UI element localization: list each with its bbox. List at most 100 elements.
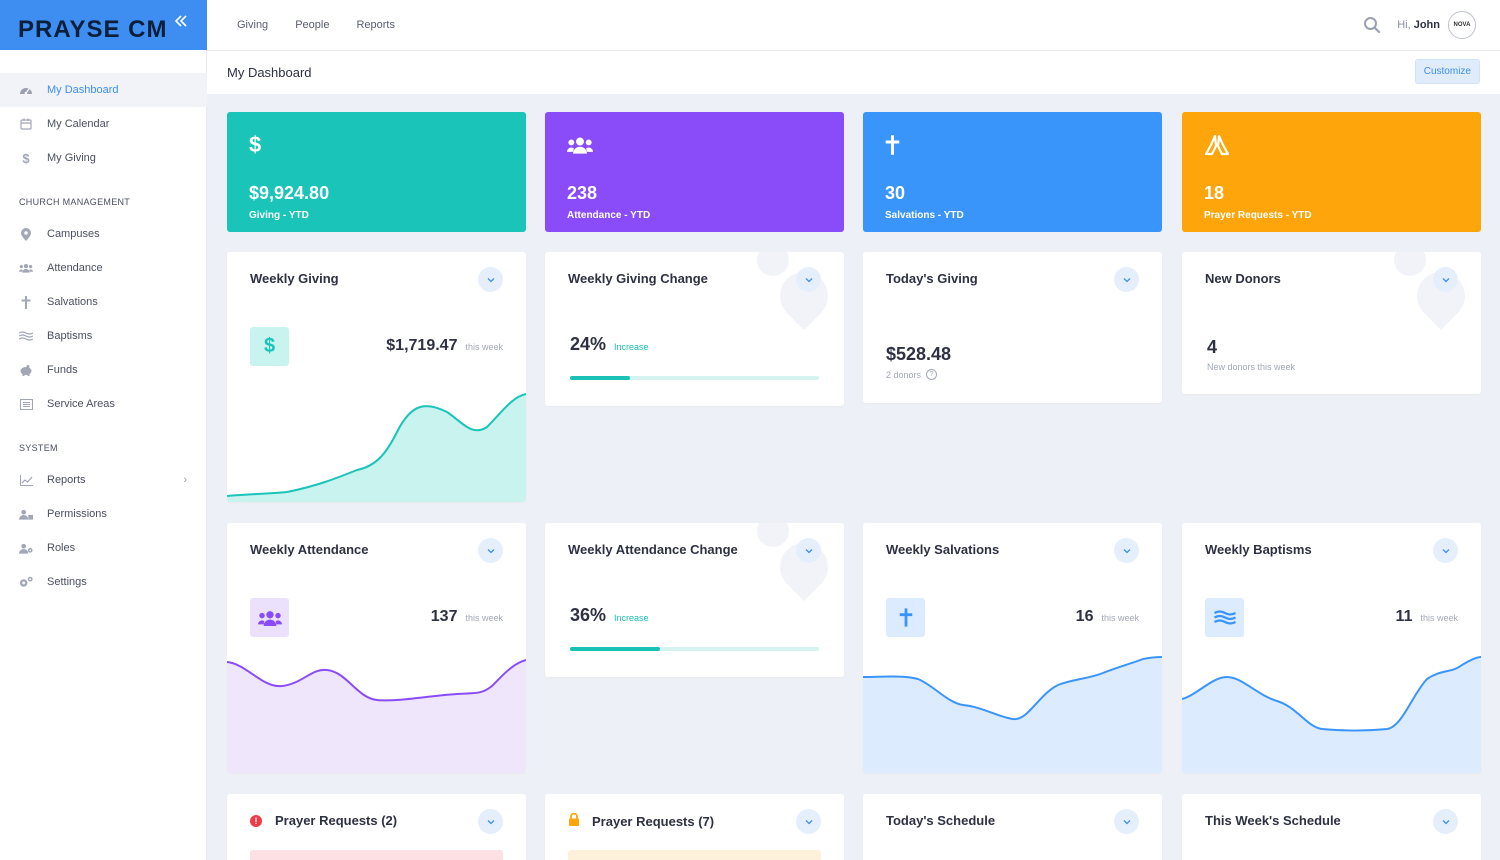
top-nav-reports[interactable]: Reports [356,19,395,31]
todays-giving-donors: 2 donors? [886,369,938,380]
card-this-weeks-schedule: This Week's Schedule [1182,794,1481,860]
logo[interactable]: PRAYSE CMS [18,11,184,46]
sidebar-item-attendance[interactable]: Attendance [0,251,207,285]
sidebar-item-my-dashboard[interactable]: My Dashboard [0,73,207,107]
decorative-shape [757,252,789,276]
card-weekly-baptisms: Weekly Baptisms 11 this week [1182,523,1481,773]
stat-card-giving[interactable]: $ $9,924.80 Giving - YTD [227,112,526,232]
weekly-giving-metric: $1,719.47 this week [386,337,503,355]
users-icon [250,598,289,637]
progress-fill [570,376,630,380]
metric-value: $1,719.47 [386,337,458,354]
weekly-giving-sparkline [227,393,526,502]
card-toggle-button[interactable] [1433,267,1458,292]
user-area: Hi, John NOVA [1363,11,1476,39]
weekly-salvations-metric: 16 this week [1076,608,1139,626]
user-greeting: Hi, John [1397,19,1440,31]
card-weekly-giving-change: Weekly Giving Change 24% Increase [545,252,844,406]
prayer-request-item[interactable] [250,850,503,860]
card-todays-schedule: Today's Schedule [863,794,1162,860]
sidebar-item-label: My Giving [47,152,96,164]
sidebar-section-church-management: CHURCH MANAGEMENT [19,197,131,207]
card-title: Weekly Attendance [250,542,369,557]
metric-sub: Increase [614,613,649,623]
sidebar-item-baptisms[interactable]: Baptisms [0,319,207,353]
user-cog-icon [19,541,33,555]
new-donors-value: 4 [1207,337,1218,357]
map-pin-icon [19,227,33,241]
card-title: This Week's Schedule [1205,813,1341,828]
sidebar-item-salvations[interactable]: Salvations [0,285,207,319]
stat-card-prayer-requests[interactable]: 18 Prayer Requests - YTD [1182,112,1481,232]
praying-hands-icon [1204,132,1459,158]
top-nav-people[interactable]: People [295,19,330,31]
stat-label: Giving - YTD [249,210,309,221]
cross-icon [886,598,925,637]
card-toggle-button[interactable] [796,267,821,292]
stat-label: Salvations - YTD [885,210,964,221]
metric-value: 16 [1075,608,1094,625]
user-lock-icon [19,507,33,521]
avatar[interactable]: NOVA [1448,11,1476,39]
card-title: Weekly Giving [250,271,339,286]
card-toggle-button[interactable] [1433,538,1458,563]
double-chevron-left-icon [174,15,187,27]
sidebar-item-service-areas[interactable]: Service Areas [0,387,207,421]
chevron-down-icon [1123,277,1130,282]
collapse-sidebar-button[interactable] [174,14,188,33]
dashboard-icon [19,83,33,97]
weekly-baptisms-metric: 11 this week [1396,608,1458,626]
brand-bar [0,0,207,50]
card-toggle-button[interactable] [1114,538,1139,563]
card-toggle-button[interactable] [478,809,503,834]
users-icon [19,261,33,275]
progress-bar [570,647,819,651]
sidebar-item-my-giving[interactable]: $ My Giving [0,141,207,175]
card-toggle-button[interactable] [1114,267,1139,292]
card-toggle-button[interactable] [796,809,821,834]
sidebar-item-reports[interactable]: Reports › [0,463,207,497]
weekly-attendance-change-metric: 36% Increase [570,605,649,626]
card-weekly-attendance-change: Weekly Attendance Change 36% Increase [545,523,844,677]
stat-card-salvations[interactable]: 30 Salvations - YTD [863,112,1162,232]
metric-sub: this week [1101,613,1139,623]
card-prayer-requests-urgent: ! Prayer Requests (2) [227,794,526,860]
chart-icon [19,473,33,487]
card-toggle-button[interactable] [796,538,821,563]
stat-value: $9,924.80 [249,183,330,203]
logo-text: PRAYSE CMS [18,16,168,41]
chevron-down-icon [1123,819,1130,824]
weekly-baptisms-sparkline [1182,656,1481,773]
water-icon [1205,598,1244,637]
sidebar-item-my-calendar[interactable]: My Calendar [0,107,207,141]
sidebar-item-roles[interactable]: Roles [0,531,207,565]
sidebar-item-settings[interactable]: Settings [0,565,207,599]
sidebar-item-label: Settings [47,576,87,588]
sidebar-item-label: Roles [47,542,76,554]
chevron-down-icon [805,277,812,282]
card-toggle-button[interactable] [1114,809,1139,834]
chevron-down-icon [487,277,494,282]
chevron-down-icon [1442,548,1449,553]
decorative-shape [1394,252,1426,276]
card-title: New Donors [1205,271,1281,286]
prayer-request-item[interactable] [568,850,821,860]
sidebar-item-permissions[interactable]: Permissions [0,497,207,531]
card-toggle-button[interactable] [478,538,503,563]
weekly-giving-change-metric: 24% Increase [570,334,649,355]
customize-button[interactable]: Customize [1414,59,1480,84]
chevron-right-icon: › [183,474,187,486]
card-title: Prayer Requests (7) [568,812,714,829]
top-nav-giving[interactable]: Giving [237,19,269,31]
stat-card-attendance[interactable]: 238 Attendance - YTD [545,112,844,232]
sidebar-item-funds[interactable]: Funds [0,353,207,387]
card-toggle-button[interactable] [478,267,503,292]
help-icon[interactable]: ? [926,369,938,380]
card-toggle-button[interactable] [1433,809,1458,834]
search-icon[interactable] [1363,16,1381,34]
progress-bar [570,376,819,380]
decorative-shape [757,523,789,547]
metric-value: 24% [570,334,607,354]
sidebar-item-campuses[interactable]: Campuses [0,217,207,251]
metric-sub: this week [1420,613,1458,623]
